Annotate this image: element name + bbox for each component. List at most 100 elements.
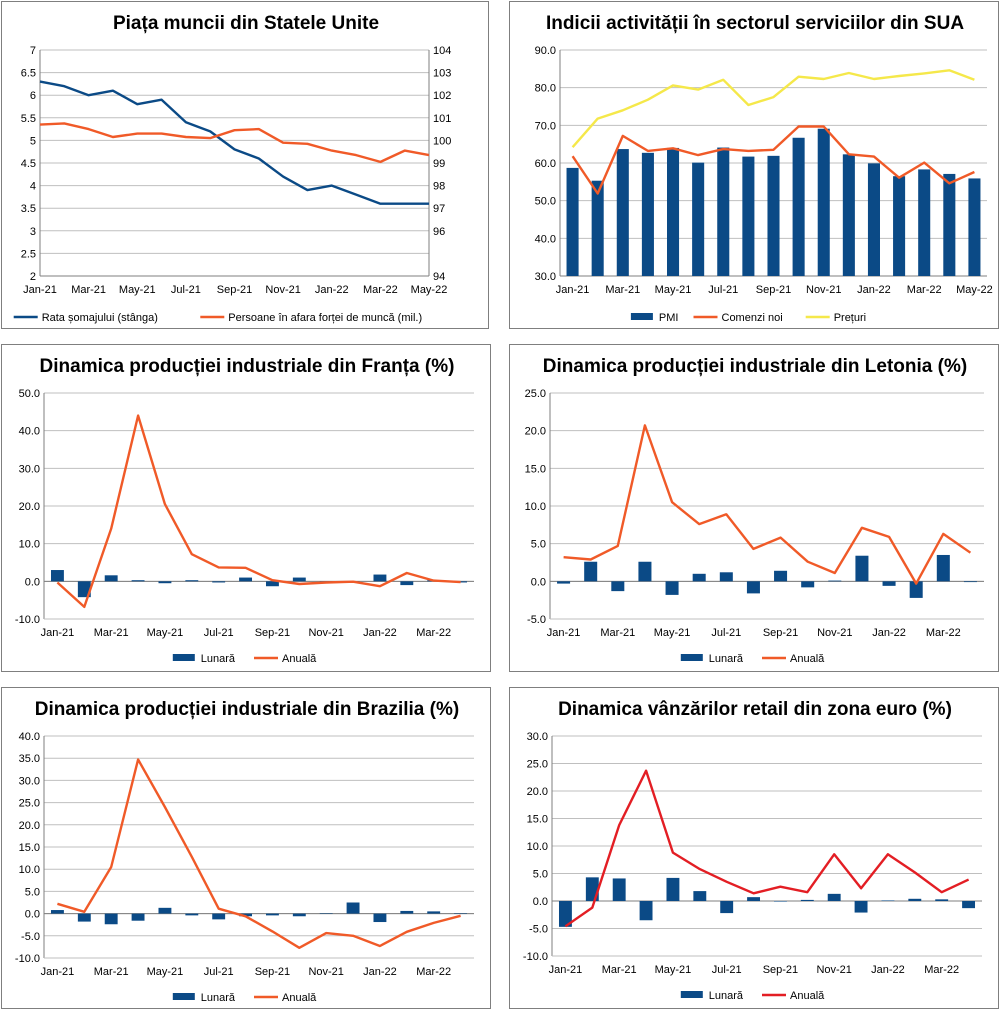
y-tick-label: 70.0 (535, 120, 556, 132)
bar (717, 147, 730, 276)
legend-label: Persoane în afara forței de muncă (mil.) (228, 312, 422, 324)
x-tick-label: Nov-21 (265, 284, 300, 296)
chart-svg-france-ip: Dinamica producției industriale din Fran… (15, 356, 474, 665)
chart-panel-us-labor: Piața muncii din Statele Unite 2 2.5 3 3.5 4 4… (1, 1, 489, 329)
y-tick-label: -5.0 (529, 924, 548, 936)
y2-tick-label: 101 (433, 113, 451, 125)
bar (943, 173, 956, 276)
bar (346, 902, 360, 914)
bar (719, 572, 733, 582)
series-line (564, 769, 970, 928)
y-tick-label: 90.0 (535, 45, 556, 57)
x-tick-label: Mar-22 (416, 966, 451, 978)
bar (373, 913, 387, 923)
bar (158, 907, 172, 914)
x-tick-label: Nov-21 (816, 964, 851, 976)
bar (638, 561, 652, 582)
bar (77, 913, 91, 922)
x-tick-label: Jan-22 (315, 284, 349, 296)
y-tick-label: 6.5 (21, 68, 36, 80)
y-tick-label: 6 (30, 90, 36, 102)
x-tick-label: May-21 (654, 627, 691, 639)
x-tick-label: Jul-21 (204, 627, 234, 639)
chart-panel-us-services: Indicii activității în sectorul servicii… (509, 1, 999, 329)
bar (400, 581, 414, 586)
x-tick-label: Jan-22 (363, 627, 397, 639)
y2-tick-label: 100 (433, 135, 451, 147)
y-tick-label: 10.0 (19, 539, 40, 551)
chart-panel-france-ip: Dinamica producției industriale din Fran… (1, 344, 491, 672)
bar (239, 577, 253, 582)
x-tick-label: Nov-21 (806, 284, 841, 296)
bar (936, 554, 950, 582)
x-tick-label: Jan-21 (547, 627, 581, 639)
y-tick-label: 35.0 (19, 753, 40, 765)
bar (104, 913, 118, 925)
legend-label: Comenzi noi (722, 312, 783, 324)
legend-label: Anuală (790, 990, 825, 1002)
x-tick-label: Jan-22 (871, 964, 905, 976)
y-tick-label: 3 (30, 226, 36, 238)
x-tick-label: May-21 (147, 627, 184, 639)
series-line (39, 122, 430, 164)
x-tick-label: Jan-22 (363, 966, 397, 978)
y2-tick-label: 103 (433, 68, 451, 80)
bar (131, 913, 145, 921)
x-tick-label: May-22 (411, 284, 448, 296)
legend-swatch (680, 991, 703, 998)
bar (292, 913, 306, 917)
bar (611, 581, 625, 592)
y-tick-label: 40.0 (535, 233, 556, 245)
x-tick-label: Sep-21 (255, 966, 290, 978)
bar (591, 180, 604, 276)
bar (292, 577, 306, 582)
chart-svg-us-labor: Piața muncii din Statele Unite 2 2.5 3 3.5 4 4… (13, 13, 451, 324)
bar (131, 580, 145, 582)
legend-swatch (630, 313, 653, 320)
chart-panel-eurozone-retail: Dinamica vânzărilor retail din zona euro… (509, 687, 999, 1009)
bar (720, 901, 734, 914)
bar (212, 581, 226, 583)
bar (767, 155, 780, 276)
x-tick-label: Sep-21 (255, 627, 290, 639)
bar (427, 911, 441, 914)
y-tick-label: -5.0 (527, 614, 546, 626)
chart-panel-latvia-ip: Dinamica producției industriale din Leto… (509, 344, 999, 672)
x-tick-label: Mar-21 (602, 964, 637, 976)
bar (881, 900, 895, 901)
bar (746, 581, 760, 594)
bar (666, 877, 680, 901)
bar (918, 169, 931, 276)
chart-svg-us-services: Indicii activității în sectorul servicii… (535, 13, 993, 324)
y-tick-label: 10.0 (19, 864, 40, 876)
y-tick-label: -10.0 (523, 951, 548, 963)
x-tick-label: Mar-22 (416, 627, 451, 639)
bar (963, 581, 977, 583)
chart-title: Dinamica producției industriale din Braz… (35, 699, 459, 720)
bar (566, 167, 579, 276)
legend-label: Lunară (201, 992, 236, 1004)
series-line (57, 758, 461, 949)
x-tick-label: Sep-21 (756, 284, 791, 296)
x-tick-label: Jul-21 (204, 966, 234, 978)
y-tick-label: 0.0 (531, 576, 546, 588)
bar (801, 581, 815, 588)
y2-tick-label: 99 (433, 158, 445, 170)
y-tick-label: 15.0 (525, 463, 546, 475)
y2-tick-label: 102 (433, 90, 451, 102)
y-tick-label: 15.0 (19, 842, 40, 854)
bar (827, 893, 841, 901)
legend-swatch (172, 654, 195, 661)
y-tick-label: 80.0 (535, 83, 556, 95)
y-tick-label: 20.0 (527, 786, 548, 798)
y-tick-label: 4.5 (21, 158, 36, 170)
chart-title: Piața muncii din Statele Unite (113, 13, 379, 34)
bar (558, 901, 572, 927)
x-tick-label: Jan-21 (556, 284, 590, 296)
bar (639, 901, 653, 921)
y2-tick-label: 94 (433, 271, 445, 283)
x-tick-label: Jan-21 (41, 966, 75, 978)
legend-label: Prețuri (834, 312, 866, 324)
bar (77, 581, 91, 598)
chart-panel-brazil-ip: Dinamica producției industriale din Braz… (1, 687, 491, 1009)
